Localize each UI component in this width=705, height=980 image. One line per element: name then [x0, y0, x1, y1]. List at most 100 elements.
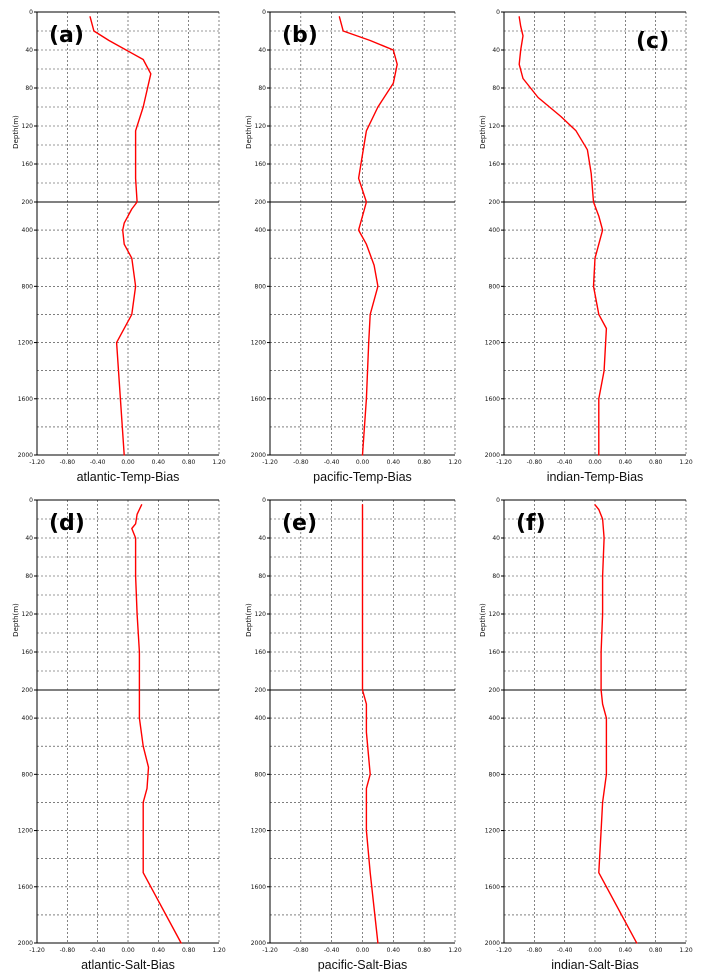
- y-tick-label: 1600: [251, 396, 266, 403]
- y-tick-label: 2000: [251, 940, 266, 947]
- x-tick-label: 0.00: [588, 459, 602, 466]
- y-axis-label: Depth(m): [12, 115, 20, 149]
- chart-title: pacific-Salt-Bias: [318, 958, 408, 972]
- y-tick-label: 160: [489, 161, 501, 168]
- y-tick-label: 40: [258, 47, 266, 54]
- x-tick-label: 0.40: [152, 947, 166, 954]
- y-tick-label: 400: [489, 715, 501, 722]
- panel-6: -1.20 -0.80 -0.40 0.00 0.40 0.80 1.20 0 40 80 120 1…: [479, 497, 693, 972]
- x-tick-label: 1.20: [212, 459, 226, 466]
- x-tick-label: 0.40: [152, 459, 166, 466]
- x-tick-label: 0.00: [356, 947, 370, 954]
- y-tick-label: 40: [492, 47, 500, 54]
- y-tick-label: 2000: [18, 452, 33, 459]
- x-tick-label: 0.00: [588, 947, 602, 954]
- x-tick-label: 0.80: [649, 947, 663, 954]
- y-tick-label: 40: [492, 535, 500, 542]
- y-tick-label: 2000: [251, 452, 266, 459]
- y-tick-label: 1200: [485, 828, 500, 835]
- x-tick-label: 1.20: [679, 459, 693, 466]
- y-tick-label: 1200: [18, 340, 33, 347]
- y-tick-label: 200: [489, 687, 501, 694]
- x-tick-label: 0.80: [182, 947, 196, 954]
- x-tick-label: -0.80: [527, 459, 543, 466]
- x-tick-label: -1.20: [496, 947, 512, 954]
- y-tick-label: 120: [22, 123, 34, 130]
- y-tick-label: 1200: [251, 340, 266, 347]
- x-tick-label: -0.40: [324, 459, 340, 466]
- y-tick-label: 1200: [18, 828, 33, 835]
- y-tick-label: 0: [29, 497, 33, 504]
- x-tick-label: 0.00: [121, 459, 135, 466]
- x-tick-label: -0.40: [324, 947, 340, 954]
- x-tick-label: 0.80: [417, 459, 431, 466]
- series-line: [89, 16, 152, 456]
- y-tick-label: 1600: [18, 396, 33, 403]
- y-tick-label: 40: [258, 535, 266, 542]
- x-tick-label: 0.80: [182, 459, 196, 466]
- chart-title: indian-Temp-Bias: [547, 470, 644, 484]
- y-tick-label: 2000: [18, 940, 33, 947]
- y-tick-label: 40: [25, 535, 33, 542]
- y-tick-label: 200: [255, 199, 267, 206]
- y-axis-label: Depth(m): [245, 603, 253, 637]
- series-line: [361, 504, 379, 944]
- x-tick-label: -0.40: [557, 459, 573, 466]
- chart-title: indian-Salt-Bias: [551, 958, 639, 972]
- x-tick-label: -0.80: [293, 459, 309, 466]
- chart-title: pacific-Temp-Bias: [313, 470, 412, 484]
- y-tick-label: 1600: [18, 884, 33, 891]
- y-tick-label: 2000: [485, 452, 500, 459]
- y-axis-label: Depth(m): [479, 115, 487, 149]
- y-axis-label: Depth(m): [479, 603, 487, 637]
- x-tick-label: 1.20: [212, 947, 226, 954]
- y-tick-label: 80: [492, 573, 500, 580]
- y-tick-label: 0: [262, 497, 266, 504]
- y-tick-label: 120: [255, 123, 267, 130]
- y-tick-label: 80: [25, 573, 33, 580]
- y-tick-label: 400: [255, 715, 267, 722]
- x-tick-label: -0.40: [90, 947, 106, 954]
- y-tick-label: 200: [255, 687, 267, 694]
- series-line: [131, 504, 182, 944]
- y-tick-label: 80: [258, 85, 266, 92]
- y-tick-label: 80: [25, 85, 33, 92]
- x-tick-label: 1.20: [448, 947, 462, 954]
- series-line: [594, 504, 638, 944]
- y-axis-label: Depth(m): [12, 603, 20, 637]
- x-tick-label: -1.20: [496, 459, 512, 466]
- y-tick-label: 200: [22, 687, 34, 694]
- y-tick-label: 160: [255, 161, 267, 168]
- y-tick-label: 800: [255, 283, 267, 290]
- panel-letter: (f): [516, 511, 546, 536]
- panel-letter: (c): [636, 29, 669, 54]
- y-tick-label: 0: [496, 9, 500, 16]
- x-tick-label: 1.20: [679, 947, 693, 954]
- y-tick-label: 1600: [485, 396, 500, 403]
- x-tick-label: -0.80: [60, 459, 76, 466]
- panel-4: -1.20 -0.80 -0.40 0.00 0.40 0.80 1.20 0 40 80 120 1…: [12, 497, 226, 972]
- y-tick-label: 200: [22, 199, 34, 206]
- y-tick-label: 80: [258, 573, 266, 580]
- panel-letter: (e): [282, 511, 317, 536]
- y-tick-label: 2000: [485, 940, 500, 947]
- series-line: [518, 16, 608, 456]
- x-tick-label: 1.20: [448, 459, 462, 466]
- y-tick-label: 400: [255, 227, 267, 234]
- x-tick-label: 0.80: [649, 459, 663, 466]
- y-tick-label: 160: [255, 649, 267, 656]
- x-tick-label: 0.40: [387, 947, 401, 954]
- x-tick-label: -0.40: [557, 947, 573, 954]
- y-tick-label: 800: [489, 771, 501, 778]
- y-tick-label: 160: [22, 161, 34, 168]
- y-tick-label: 0: [29, 9, 33, 16]
- x-tick-label: -0.80: [527, 947, 543, 954]
- series-line: [338, 16, 398, 456]
- chart-title: atlantic-Temp-Bias: [77, 470, 180, 484]
- panel-letter: (b): [282, 23, 318, 48]
- panel-2: -1.20 -0.80 -0.40 0.00 0.40 0.80 1.20 0 40 80 120 1…: [245, 9, 462, 484]
- y-tick-label: 800: [22, 771, 34, 778]
- x-tick-label: -1.20: [262, 947, 278, 954]
- x-tick-label: -1.20: [262, 459, 278, 466]
